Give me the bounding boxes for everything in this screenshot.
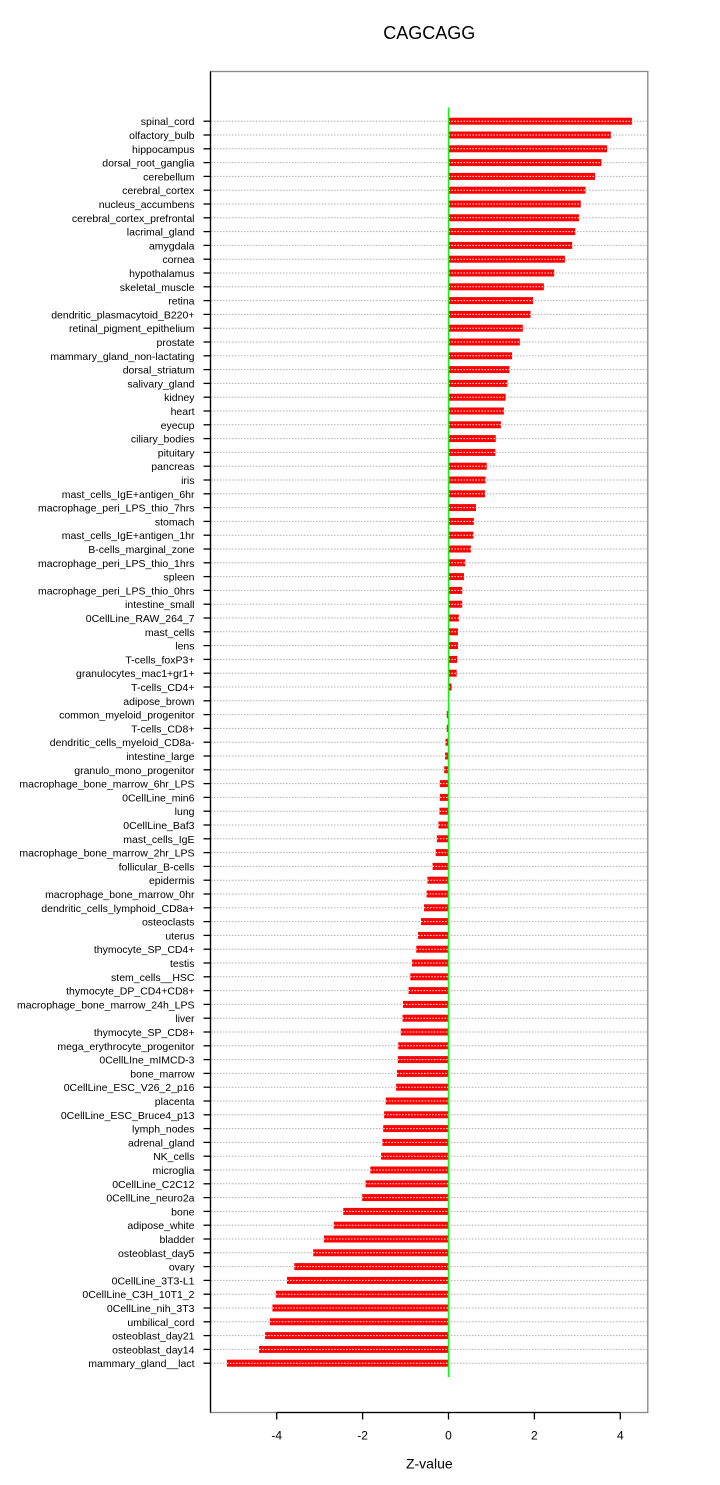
svg-text:0CellLine_min6: 0CellLine_min6 (122, 792, 195, 804)
svg-text:testis: testis (170, 958, 195, 970)
svg-text:osteoclasts: osteoclasts (142, 917, 195, 929)
svg-text:lymph_nodes: lymph_nodes (132, 1124, 194, 1136)
svg-text:adipose_white: adipose_white (127, 1220, 194, 1232)
svg-text:granulocytes_mac1+gr1+: granulocytes_mac1+gr1+ (76, 668, 195, 680)
svg-text:heart: heart (171, 406, 195, 418)
svg-text:-2: -2 (357, 1428, 368, 1442)
svg-text:2: 2 (531, 1428, 538, 1442)
svg-text:intestine_small: intestine_small (125, 599, 194, 611)
svg-text:placenta: placenta (155, 1096, 195, 1108)
svg-text:4: 4 (617, 1428, 624, 1442)
svg-text:spleen: spleen (164, 572, 195, 584)
svg-text:bone_marrow: bone_marrow (130, 1068, 195, 1080)
svg-text:B-cells_marginal_zone: B-cells_marginal_zone (88, 544, 194, 556)
svg-text:cerebral_cortex_prefrontal: cerebral_cortex_prefrontal (72, 213, 195, 225)
svg-text:macrophage_peri_LPS_thio_1hrs: macrophage_peri_LPS_thio_1hrs (38, 558, 194, 570)
svg-text:bladder: bladder (159, 1234, 195, 1246)
svg-text:mammary_gland__lact: mammary_gland__lact (88, 1358, 194, 1370)
svg-text:pituitary: pituitary (158, 447, 196, 459)
svg-text:retinal_pigment_epithelium: retinal_pigment_epithelium (69, 323, 195, 335)
svg-text:thymocyte_DP_CD4+CD8+: thymocyte_DP_CD4+CD8+ (66, 986, 194, 998)
svg-text:T-cells_CD4+: T-cells_CD4+ (131, 682, 194, 694)
svg-text:NK_cells: NK_cells (153, 1151, 194, 1163)
svg-text:common_myeloid_progenitor: common_myeloid_progenitor (59, 710, 195, 722)
svg-text:hypothalamus: hypothalamus (129, 268, 194, 280)
svg-text:amygdala: amygdala (149, 240, 195, 252)
svg-text:thymocyte_SP_CD4+: thymocyte_SP_CD4+ (94, 944, 195, 956)
svg-text:nucleus_accumbens: nucleus_accumbens (99, 199, 195, 211)
svg-text:hippocampus: hippocampus (132, 144, 194, 156)
svg-text:0CellLine_neuro2a: 0CellLine_neuro2a (106, 1193, 194, 1205)
svg-text:stomach: stomach (155, 516, 195, 528)
svg-text:-4: -4 (271, 1428, 282, 1442)
svg-text:follicular_B-cells: follicular_B-cells (119, 861, 195, 873)
svg-text:lung: lung (175, 806, 195, 818)
svg-text:lacrimal_gland: lacrimal_gland (127, 227, 195, 239)
svg-text:cerebellum: cerebellum (143, 171, 195, 183)
svg-text:cornea: cornea (162, 254, 194, 266)
svg-text:adrenal_gland: adrenal_gland (128, 1137, 195, 1149)
svg-text:eyecup: eyecup (161, 420, 195, 432)
svg-text:osteoblast_day5: osteoblast_day5 (118, 1248, 195, 1260)
svg-text:dendritic_cells_myeloid_CD8a-: dendritic_cells_myeloid_CD8a- (50, 737, 195, 749)
svg-text:mast_cells_IgE: mast_cells_IgE (123, 834, 194, 846)
svg-text:0CellLine_nih_3T3: 0CellLine_nih_3T3 (107, 1303, 195, 1315)
svg-text:mast_cells_IgE+antigen_6hr: mast_cells_IgE+antigen_6hr (62, 489, 195, 501)
svg-text:skeletal_muscle: skeletal_muscle (120, 282, 195, 294)
svg-text:retina: retina (168, 296, 194, 308)
svg-text:kidney: kidney (164, 392, 195, 404)
svg-text:dorsal_striatum: dorsal_striatum (123, 365, 195, 377)
svg-text:uterus: uterus (165, 930, 194, 942)
svg-text:macrophage_bone_marrow_2hr_LPS: macrophage_bone_marrow_2hr_LPS (19, 848, 194, 860)
svg-text:iris: iris (181, 475, 194, 487)
svg-text:dorsal_root_ganglia: dorsal_root_ganglia (102, 158, 194, 170)
svg-text:macrophage_peri_LPS_thio_7hrs: macrophage_peri_LPS_thio_7hrs (38, 503, 194, 515)
svg-text:macrophage_bone_marrow_6hr_LPS: macrophage_bone_marrow_6hr_LPS (19, 779, 194, 791)
svg-text:macrophage_bone_marrow_0hr: macrophage_bone_marrow_0hr (45, 889, 195, 901)
svg-text:microglia: microglia (152, 1165, 194, 1177)
svg-text:ciliary_bodies: ciliary_bodies (131, 434, 195, 446)
svg-text:T-cells_foxP3+: T-cells_foxP3+ (125, 654, 194, 666)
svg-text:0: 0 (445, 1428, 452, 1442)
svg-text:osteoblast_day14: osteoblast_day14 (112, 1344, 194, 1356)
svg-text:macrophage_bone_marrow_24h_LPS: macrophage_bone_marrow_24h_LPS (17, 999, 194, 1011)
svg-text:dendritic_plasmacytoid_B220+: dendritic_plasmacytoid_B220+ (51, 309, 194, 321)
svg-text:0CellLine_ESC_V26_2_p16: 0CellLine_ESC_V26_2_p16 (64, 1082, 195, 1094)
svg-text:mast_cells_IgE+antigen_1hr: mast_cells_IgE+antigen_1hr (62, 530, 195, 542)
svg-text:Z-value: Z-value (406, 1456, 453, 1472)
svg-text:0CellLine_C3H_10T1_2: 0CellLine_C3H_10T1_2 (82, 1289, 194, 1301)
svg-text:mega_erythrocyte_progenitor: mega_erythrocyte_progenitor (57, 1041, 195, 1053)
svg-text:stem_cells__HSC: stem_cells__HSC (111, 972, 195, 984)
svg-text:mast_cells: mast_cells (145, 627, 195, 639)
svg-text:ovary: ovary (169, 1262, 195, 1274)
svg-text:cerebral_cortex: cerebral_cortex (122, 185, 195, 197)
svg-text:adipose_brown: adipose_brown (123, 696, 194, 708)
svg-text:umbilical_cord: umbilical_cord (127, 1317, 194, 1329)
svg-text:0CellLine_Baf3: 0CellLine_Baf3 (123, 820, 194, 832)
svg-text:lens: lens (175, 641, 194, 653)
svg-text:thymocyte_SP_CD8+: thymocyte_SP_CD8+ (94, 1027, 195, 1039)
svg-text:0CellLine_3T3-L1: 0CellLine_3T3-L1 (112, 1275, 195, 1287)
svg-text:bone: bone (171, 1206, 195, 1218)
svg-text:intestine_large: intestine_large (126, 751, 194, 763)
svg-text:macrophage_peri_LPS_thio_0hrs: macrophage_peri_LPS_thio_0hrs (38, 585, 194, 597)
svg-text:0CellLine_ESC_Bruce4_p13: 0CellLine_ESC_Bruce4_p13 (61, 1110, 195, 1122)
svg-text:epidermis: epidermis (149, 875, 195, 887)
svg-text:dendritic_cells_lymphoid_CD8a+: dendritic_cells_lymphoid_CD8a+ (41, 903, 194, 915)
svg-text:mammary_gland_non-lactating: mammary_gland_non-lactating (50, 351, 194, 363)
svg-text:spinal_cord: spinal_cord (141, 116, 195, 128)
svg-text:0CellLine_C2C12: 0CellLine_C2C12 (112, 1179, 194, 1191)
svg-text:0CellLIne_mIMCD-3: 0CellLIne_mIMCD-3 (99, 1055, 194, 1067)
svg-text:T-cells_CD8+: T-cells_CD8+ (131, 723, 194, 735)
svg-text:0CellLine_RAW_264_7: 0CellLine_RAW_264_7 (86, 613, 195, 625)
svg-text:osteoblast_day21: osteoblast_day21 (112, 1331, 194, 1343)
svg-text:pancreas: pancreas (151, 461, 194, 473)
svg-text:prostate: prostate (157, 337, 195, 349)
svg-text:liver: liver (175, 1013, 195, 1025)
svg-text:salivary_gland: salivary_gland (127, 378, 194, 390)
svg-text:CAGCAGG: CAGCAGG (383, 23, 475, 43)
svg-text:granulo_mono_progenitor: granulo_mono_progenitor (74, 765, 195, 777)
svg-text:olfactory_bulb: olfactory_bulb (129, 130, 195, 142)
